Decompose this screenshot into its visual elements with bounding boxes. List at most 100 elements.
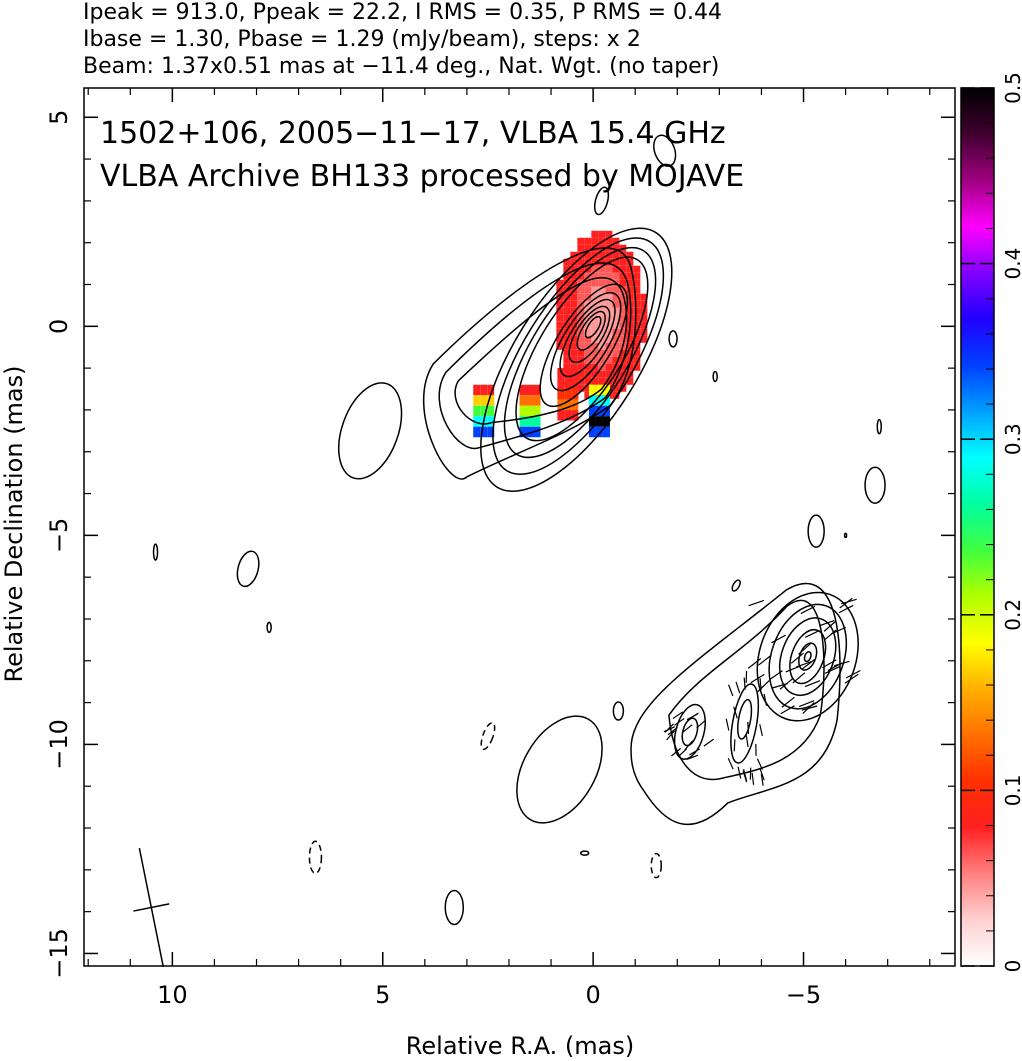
evpa-vector xyxy=(733,706,738,719)
pol-pixel xyxy=(633,272,641,280)
pol-pixel xyxy=(564,368,572,379)
pol-pixel xyxy=(557,389,565,400)
pol-pixel xyxy=(584,314,592,322)
pol-pixel xyxy=(571,389,579,400)
pol-pixel xyxy=(605,321,613,329)
jet-contour xyxy=(438,262,632,450)
pol-pixel xyxy=(605,335,613,343)
pol-pixel xyxy=(626,314,634,322)
x-tick-label: 5 xyxy=(375,981,390,1009)
pol-pixel xyxy=(473,395,481,406)
evpa-vector xyxy=(725,718,730,731)
pol-pixel xyxy=(584,279,592,287)
colorbar-tick-label: 0.1 xyxy=(1001,774,1022,806)
evpa-vector xyxy=(733,739,736,752)
pol-pixel xyxy=(591,307,599,315)
pol-pixel xyxy=(563,356,571,364)
pol-pixel xyxy=(591,321,599,329)
pol-pixel xyxy=(480,395,488,406)
pol-pixel xyxy=(577,244,585,252)
pol-pixel xyxy=(533,426,541,438)
evpa-vector xyxy=(728,684,734,697)
pol-pixel xyxy=(519,384,527,396)
evpa-vector xyxy=(748,599,764,607)
pol-pixel xyxy=(564,399,572,411)
pol-pixel xyxy=(591,244,599,252)
x-tick-label: −5 xyxy=(786,981,821,1009)
evpa-vector xyxy=(830,626,846,635)
pol-pixel xyxy=(591,258,599,266)
pol-pixel xyxy=(526,426,534,438)
isolated-contour xyxy=(864,466,886,504)
header-line-3: Beam: 1.37x0.51 mas at −11.4 deg., Nat. … xyxy=(83,54,719,79)
pol-pixel xyxy=(577,237,585,245)
pol-pixel xyxy=(612,293,620,301)
pol-pixel xyxy=(563,258,571,266)
pol-pixel xyxy=(570,300,578,308)
pol-pixel xyxy=(563,293,571,301)
evpa-vector xyxy=(804,629,820,638)
pol-pixel xyxy=(533,416,541,427)
evpa-vector xyxy=(671,747,682,757)
evpa-vector xyxy=(743,769,748,782)
pol-pixel xyxy=(626,307,634,315)
core-contour xyxy=(559,298,616,378)
pol-pixel xyxy=(605,356,613,364)
lower-jet-knot-contour xyxy=(778,617,837,696)
pol-pixel xyxy=(570,251,578,259)
pol-pixel xyxy=(584,286,592,294)
evpa-vector xyxy=(686,754,699,761)
pol-pixel xyxy=(584,342,592,350)
pol-pixel xyxy=(605,286,613,294)
evpa-vector xyxy=(759,768,765,781)
pol-pixel xyxy=(584,363,592,371)
isolated-contour xyxy=(152,543,159,561)
pol-pixel xyxy=(570,265,578,273)
lower-jet-knot-contour xyxy=(789,628,827,685)
lower-jet-knot-contour xyxy=(756,591,859,722)
pol-pixel xyxy=(605,279,613,287)
evpa-vector xyxy=(760,773,764,786)
map-annotation-line-2: VLBA Archive BH133 processed by MOJAVE xyxy=(100,159,744,194)
evpa-vector xyxy=(839,597,853,609)
pol-pixel xyxy=(612,258,620,266)
x-axis-label: Relative R.A. (mas) xyxy=(406,1032,634,1060)
pol-pixel xyxy=(633,335,641,343)
evpa-vector xyxy=(798,643,811,655)
evpa-vector xyxy=(751,772,755,785)
pol-pixel xyxy=(584,349,592,357)
pol-pixel xyxy=(570,335,578,343)
isolated-contour xyxy=(236,550,260,588)
pol-pixel xyxy=(588,384,596,396)
pol-pixel xyxy=(563,314,571,322)
pol-pixel xyxy=(588,426,596,438)
pol-pixel xyxy=(570,279,578,287)
pol-pixel xyxy=(595,416,603,427)
pol-pixel xyxy=(588,395,596,406)
evpa-vector xyxy=(674,717,685,726)
pol-pixel xyxy=(591,279,599,287)
isolated-contour xyxy=(712,370,718,383)
x-tick-label: 10 xyxy=(157,981,188,1009)
pol-pixel xyxy=(612,321,620,329)
pol-pixel xyxy=(612,356,620,364)
pol-pixel xyxy=(487,426,495,438)
pol-pixel xyxy=(612,384,620,392)
pol-pixel xyxy=(570,363,578,371)
y-axis-label: Relative Declination (mas) xyxy=(0,365,28,682)
pol-pixel xyxy=(626,377,634,385)
pol-pixel xyxy=(556,314,564,322)
evpa-vector xyxy=(771,683,788,689)
pol-pixel xyxy=(556,286,564,294)
pol-pixel xyxy=(487,384,495,396)
pol-pixel xyxy=(557,368,565,379)
pol-pixel xyxy=(591,230,599,238)
pol-pixel xyxy=(619,293,627,301)
colorbar-tick-label: 0.5 xyxy=(1001,72,1022,104)
pol-pixel xyxy=(556,279,564,287)
pol-pixel xyxy=(591,349,599,357)
pol-pixel xyxy=(612,307,620,315)
pol-pixel xyxy=(619,307,627,315)
isolated-contour xyxy=(337,382,403,480)
pol-pixel xyxy=(626,300,634,308)
